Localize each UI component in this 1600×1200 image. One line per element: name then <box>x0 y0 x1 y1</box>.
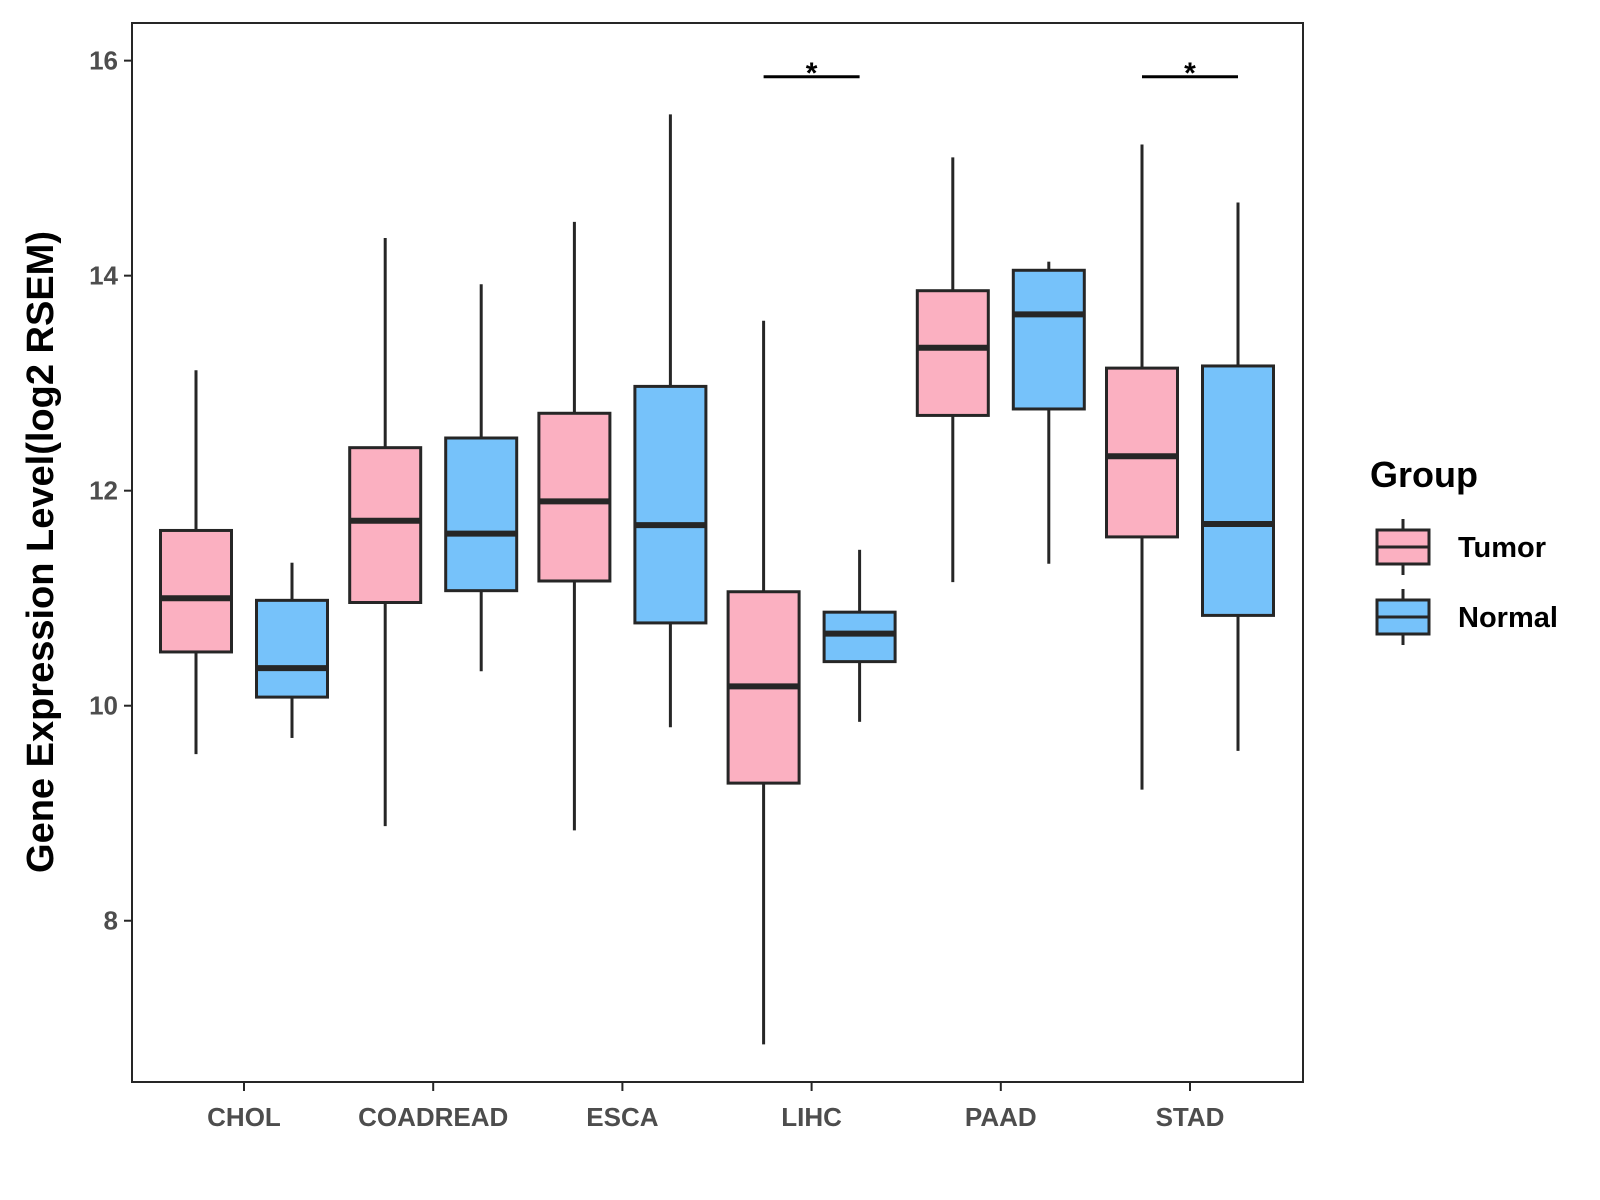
y-tick-label: 12 <box>89 476 118 506</box>
box-iqr <box>822 610 897 664</box>
box-tumor-coadread <box>348 238 423 827</box>
box-tumor-chol <box>159 370 233 755</box>
x-tick-label: COADREAD <box>358 1102 508 1132</box>
x-tick-label: PAAD <box>965 1102 1037 1132</box>
box-iqr <box>537 411 612 583</box>
box-iqr <box>348 446 423 604</box>
x-tick-label: STAD <box>1156 1102 1225 1132</box>
x-axis: CHOL COADREAD ESCA LIHC PAAD STAD <box>207 1082 1224 1132</box>
legend-title: Group <box>1370 454 1478 495</box>
x-tick-label: ESCA <box>586 1102 658 1132</box>
y-axis-title: Gene Expression Level(log2 RSEM) <box>20 231 62 873</box>
legend-item-normal: Normal <box>1375 589 1558 645</box>
boxes-layer <box>159 114 1275 1045</box>
box-iqr <box>444 436 519 593</box>
box-normal-chol <box>255 562 329 738</box>
box-iqr <box>255 598 329 699</box>
box-tumor-stad <box>1105 144 1179 790</box>
box-iqr <box>1011 268 1086 411</box>
box-iqr <box>1201 364 1275 617</box>
plot-panel <box>131 22 1304 1083</box>
box-tumor-esca <box>537 221 612 831</box>
box-tumor-lihc <box>726 320 801 1045</box>
legend-label: Normal <box>1458 602 1558 634</box>
significance-label: * <box>806 57 818 90</box>
x-tick-label: LIHC <box>781 1102 842 1132</box>
y-axis: 8 10 12 14 16 <box>89 46 132 936</box>
y-tick-label: 8 <box>104 906 118 936</box>
box-normal-paad <box>1011 261 1086 564</box>
box-iqr <box>915 289 990 417</box>
x-tick-label: CHOL <box>207 1102 281 1132</box>
box-iqr <box>159 528 233 654</box>
box-normal-lihc <box>822 549 897 722</box>
y-tick-label: 14 <box>89 261 118 291</box>
y-tick-label: 16 <box>89 46 118 76</box>
box-iqr <box>633 384 708 625</box>
legend-item-tumor: Tumor <box>1375 519 1546 575</box>
box-iqr <box>1105 366 1179 539</box>
box-tumor-paad <box>915 157 990 583</box>
legend: Group Tumor Normal <box>1370 454 1558 645</box>
box-normal-esca <box>633 114 708 728</box>
legend-label: Tumor <box>1458 532 1546 564</box>
box-normal-coadread <box>444 284 519 672</box>
y-tick-label: 10 <box>89 691 118 721</box>
box-normal-stad <box>1201 202 1275 751</box>
significance-label: * <box>1184 57 1196 90</box>
significance-annotations: * * <box>763 57 1238 90</box>
